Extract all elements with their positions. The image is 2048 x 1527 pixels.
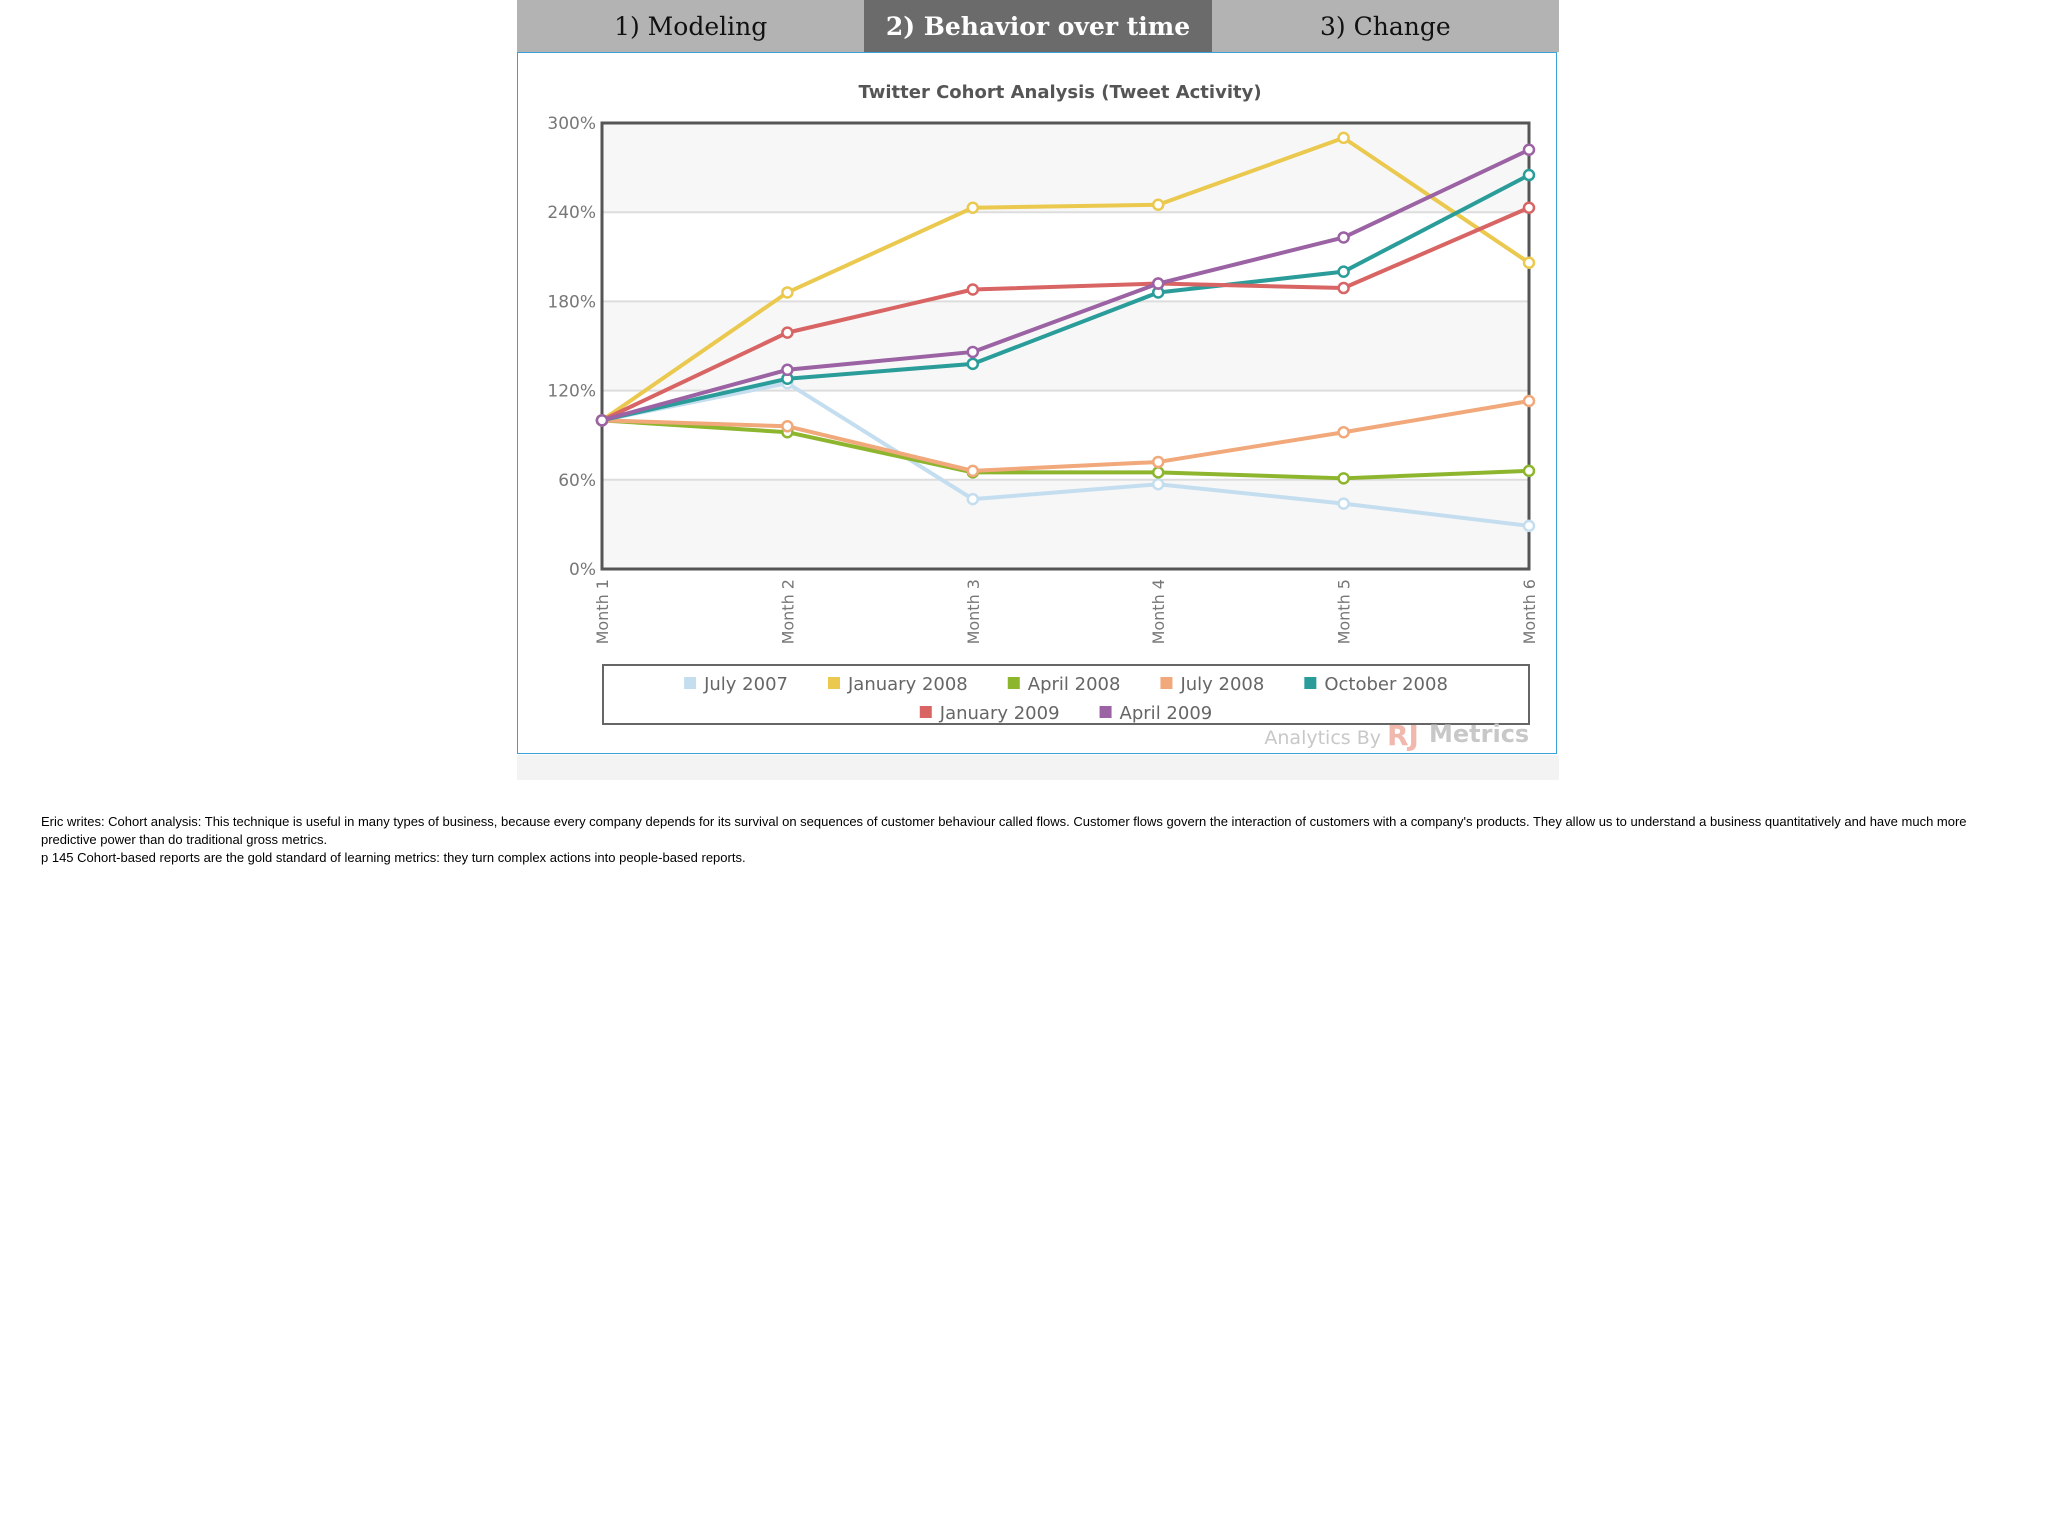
grid-band	[602, 123, 1529, 213]
series-lines	[595, 131, 1536, 533]
legend-item: April 2008	[1007, 674, 1121, 695]
data-point	[1151, 277, 1165, 290]
series-january-2009	[595, 201, 1536, 427]
data-point	[966, 201, 980, 214]
data-point	[1522, 464, 1536, 478]
data-point	[1337, 265, 1350, 278]
legend-swatch	[1160, 677, 1173, 689]
y-axis-ticks: 0% 60% 120% 180% 240% 300%	[547, 114, 596, 580]
x-axis-ticks: Month 1 Month 2 Month 3 Month 4 Month 5 Month…	[593, 579, 1539, 644]
watermark-prefix: Analytics By	[1264, 727, 1381, 749]
series-line	[601, 381, 1530, 528]
chart-title: Twitter Cohort Analysis (Tweet Activity)	[858, 82, 1261, 103]
data-point	[1337, 281, 1350, 295]
y-tick-label: 120%	[547, 382, 596, 402]
series-line	[601, 399, 1530, 473]
grid-band	[602, 301, 1529, 391]
data-point	[1337, 497, 1350, 510]
y-tick-label: 240%	[547, 203, 596, 223]
data-point	[1151, 455, 1165, 469]
data-point	[1522, 519, 1536, 533]
series-line	[601, 147, 1530, 423]
y-tick-label: 180%	[547, 292, 596, 312]
watermark-logo-mark: RJ	[1387, 719, 1419, 752]
data-point	[966, 357, 980, 371]
x-tick-label: Month 5	[1335, 579, 1354, 644]
speaker-notes: Eric writes: Cohort analysis: This techn…	[41, 813, 2001, 867]
legend-swatch	[1099, 706, 1112, 718]
data-point	[966, 345, 980, 359]
data-point	[1337, 425, 1350, 439]
x-tick-label: Month 1	[593, 579, 612, 644]
data-point	[1151, 198, 1165, 212]
y-tick-label: 0%	[569, 560, 596, 580]
data-point	[595, 414, 609, 427]
tab-modeling[interactable]: 1) Modeling	[517, 0, 865, 52]
notes-paragraph-2: p 145 Cohort-based reports are the gold …	[41, 850, 746, 865]
series-line	[601, 418, 1530, 481]
legend-label: July 2008	[1179, 674, 1264, 695]
x-tick-label: Month 3	[964, 579, 983, 644]
y-tick-label: 60%	[558, 471, 596, 491]
legend-swatch	[1007, 677, 1020, 689]
grid-lines	[600, 121, 1531, 571]
legend-item: January 2009	[919, 703, 1060, 724]
data-point	[1522, 256, 1536, 269]
data-point	[1522, 394, 1536, 408]
data-point	[1337, 131, 1350, 145]
series-line	[601, 173, 1530, 423]
data-point	[781, 326, 794, 339]
legend-item: January 2008	[827, 674, 968, 695]
tab-behavior-over-time[interactable]: 2) Behavior over time	[864, 0, 1212, 52]
legend-swatch	[827, 677, 840, 689]
legend-swatch	[919, 706, 932, 718]
data-point	[781, 286, 794, 299]
x-tick-label: Month 4	[1149, 579, 1168, 644]
data-point	[966, 464, 980, 478]
y-tick-label: 300%	[547, 114, 596, 134]
frame-footer-bar	[517, 755, 1559, 780]
data-point	[966, 283, 980, 296]
data-point	[1151, 466, 1165, 479]
x-tick-label: Month 6	[1520, 579, 1539, 644]
tab-bar: 1) Modeling 2) Behavior over time 3) Cha…	[517, 0, 1559, 52]
x-tick-label: Month 2	[778, 579, 797, 644]
plot-border	[600, 121, 1531, 571]
grid-band	[602, 479, 1529, 569]
data-point	[1151, 478, 1165, 491]
legend-label: July 2007	[703, 674, 788, 695]
watermark-logo-word: Metrics	[1429, 720, 1529, 748]
cohort-chart: Twitter Cohort Analysis (Tweet Activity)…	[547, 82, 1539, 752]
legend-label: April 2008	[1028, 674, 1121, 695]
legend-label: April 2009	[1120, 703, 1213, 724]
data-point	[1522, 143, 1536, 157]
legend-item: July 2007	[684, 674, 788, 695]
tab-change[interactable]: 3) Change	[1211, 0, 1559, 52]
legend-box	[602, 664, 1530, 725]
plot-background	[602, 123, 1529, 569]
series-line	[600, 135, 1531, 422]
data-point	[1337, 231, 1350, 244]
legend-item: October 2008	[1304, 674, 1448, 695]
legend-item: July 2008	[1160, 674, 1264, 695]
data-point	[1522, 201, 1536, 214]
notes-paragraph-1: Eric writes: Cohort analysis: This techn…	[41, 814, 1967, 847]
legend-label: October 2008	[1324, 674, 1448, 695]
legend-label: January 2008	[847, 674, 968, 695]
data-point	[1337, 472, 1350, 485]
legend-item: April 2009	[1099, 703, 1213, 724]
legend-swatch	[1304, 677, 1317, 689]
series-april-2009	[595, 143, 1536, 427]
data-point	[1522, 168, 1536, 182]
legend-label: January 2009	[939, 703, 1060, 724]
series-line	[601, 205, 1530, 423]
data-point	[966, 492, 980, 506]
data-point	[781, 420, 794, 433]
series-october-2008	[595, 168, 1536, 427]
data-point	[781, 363, 794, 377]
legend: July 2007 January 2008 April 2008 July 2008…	[602, 664, 1530, 725]
legend-swatch	[684, 677, 697, 689]
rjmetrics-watermark: Analytics By RJ Metrics	[1264, 719, 1529, 752]
